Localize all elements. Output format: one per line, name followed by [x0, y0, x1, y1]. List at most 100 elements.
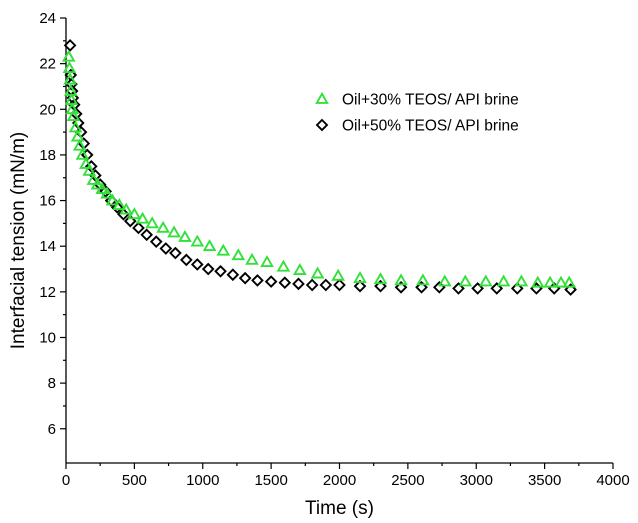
diamond-data-point — [63, 39, 77, 52]
diamond-data-point — [490, 282, 504, 295]
triangle-data-point — [373, 272, 388, 285]
diamond-data-point — [99, 185, 113, 198]
triangle-data-point — [190, 234, 205, 247]
triangle-data-point — [119, 202, 134, 215]
diamond-data-point — [452, 282, 465, 295]
triangle-data-point — [530, 275, 545, 288]
triangle-data-point — [437, 274, 452, 287]
legend-label-oil-50-teos: Oil+50% TEOS/ API brine — [342, 118, 519, 135]
diamond-data-point — [93, 178, 107, 191]
diamond-data-point — [140, 228, 154, 242]
triangle-data-point — [554, 275, 568, 288]
diamond-data-point — [432, 280, 446, 294]
y-tick-label: 10 — [39, 329, 56, 346]
x-axis-label: Time (s) — [305, 498, 374, 519]
triangle-data-point — [416, 273, 430, 286]
legend-triangle-icon — [315, 91, 329, 104]
x-tick-label: 1000 — [186, 472, 219, 489]
y-tick-label: 14 — [39, 238, 56, 255]
diamond-data-point — [333, 278, 346, 292]
x-tick-label: 2500 — [391, 472, 424, 489]
y-tick-label: 24 — [39, 10, 56, 27]
triangle-data-point — [66, 109, 81, 121]
triangle-data-point — [543, 275, 557, 288]
triangle-data-point — [127, 207, 142, 220]
triangle-data-point — [496, 274, 511, 287]
y-tick-label: 20 — [39, 101, 56, 118]
y-tick-label: 22 — [39, 56, 56, 73]
plot-area — [65, 18, 613, 464]
diamond-data-point — [305, 278, 319, 292]
triangle-data-point — [478, 274, 493, 287]
diamond-data-point — [214, 264, 227, 278]
series-oil-30-teos — [61, 49, 577, 288]
legend-marker-diamond — [315, 118, 329, 132]
triangle-data-point — [562, 275, 577, 288]
diamond-data-point — [169, 246, 182, 260]
diamond-data-point — [394, 280, 408, 294]
diamond-data-point — [471, 282, 484, 295]
y-tick-label: 8 — [48, 375, 56, 392]
triangle-data-point — [202, 239, 217, 252]
triangle-data-point — [86, 172, 101, 185]
triangle-data-point — [105, 193, 120, 206]
triangle-data-point — [62, 61, 77, 74]
series-oil-50-teos — [63, 39, 577, 296]
triangle-data-point — [135, 211, 150, 224]
legend-marker-triangle — [315, 91, 329, 104]
diamond-data-point — [179, 253, 193, 267]
diamond-data-point — [89, 169, 102, 182]
diamond-data-point — [251, 274, 264, 287]
diamond-data-point — [117, 207, 130, 221]
y-axis-label: Interfacial tension (mN/m) — [8, 132, 29, 350]
triangle-data-point — [394, 273, 408, 286]
triangle-data-point — [245, 252, 259, 265]
diamond-data-point — [123, 214, 137, 228]
diamond-data-point — [159, 242, 173, 255]
y-tick-label: 18 — [39, 147, 56, 164]
triangle-data-point — [353, 271, 367, 284]
diamond-data-point — [84, 159, 98, 173]
x-tick-label: 1500 — [254, 472, 287, 489]
triangle-data-point — [178, 229, 192, 242]
diamond-data-point — [510, 282, 524, 295]
x-tick-label: 500 — [122, 472, 147, 489]
triangle-data-point — [72, 138, 87, 151]
triangle-data-point — [145, 216, 159, 229]
legend-entry-oil-30-teos: Oil+30% TEOS/ API brine — [315, 91, 519, 109]
triangle-data-point — [310, 266, 325, 279]
triangle-data-point — [167, 225, 181, 238]
diamond-data-point — [319, 278, 333, 292]
triangle-data-point — [95, 182, 110, 195]
data-series — [61, 39, 577, 296]
x-tick-label: 2000 — [323, 472, 356, 489]
diamond-data-point — [353, 279, 367, 293]
y-axis-ticks: 6 8 10 12 14 16 18 20 22 24 — [39, 10, 66, 438]
diamond-data-point — [201, 262, 215, 276]
triangle-data-point — [63, 72, 77, 85]
diamond-data-point — [292, 277, 305, 291]
legend-diamond-icon — [315, 118, 329, 132]
diamond-data-point — [238, 271, 252, 285]
y-tick-label: 16 — [39, 193, 56, 210]
x-tick-label: 3000 — [460, 472, 493, 489]
triangle-data-point — [331, 268, 345, 281]
triangle-data-point — [260, 255, 274, 268]
diamond-data-point — [264, 275, 278, 288]
diamond-data-point — [374, 279, 387, 293]
x-tick-label: 0 — [62, 472, 70, 489]
triangle-data-point — [156, 220, 170, 233]
y-tick-label: 12 — [39, 284, 56, 301]
triangle-data-point — [68, 120, 83, 133]
triangle-data-point — [75, 147, 90, 160]
triangle-data-point — [78, 156, 93, 169]
triangle-data-point — [514, 274, 529, 287]
triangle-data-point — [82, 163, 97, 176]
diamond-data-point — [66, 91, 80, 105]
triangle-data-point — [112, 198, 127, 210]
triangle-data-point — [293, 263, 307, 276]
x-tick-label: 4000 — [596, 472, 629, 489]
triangle-data-point — [61, 49, 76, 62]
triangle-data-point — [276, 259, 291, 272]
